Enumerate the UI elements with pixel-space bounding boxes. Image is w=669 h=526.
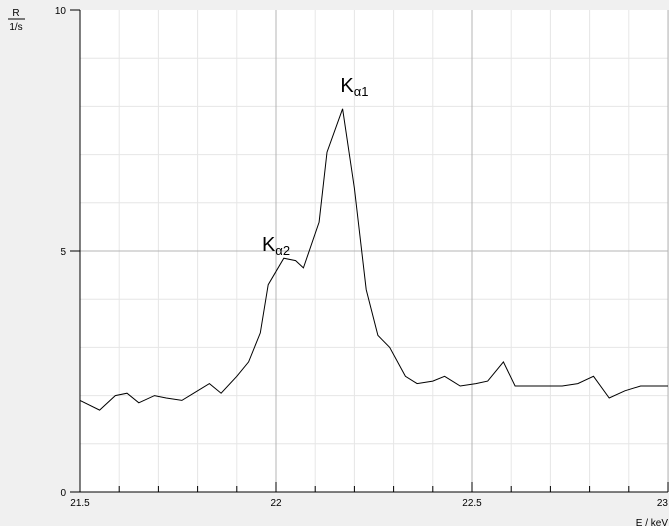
- x-tick-label: 23: [657, 498, 669, 509]
- x-axis-label: E / keV: [636, 518, 669, 526]
- ticks: [70, 9, 669, 493]
- annotation-subscript: α2: [275, 243, 290, 258]
- y-tick-label: 0: [60, 488, 66, 499]
- y-axis-unit: 1/s: [9, 22, 22, 33]
- major-grid: [80, 10, 669, 492]
- annotation-base: K: [262, 234, 276, 256]
- y-tick-label: 5: [60, 247, 66, 258]
- x-tick-label: 22: [270, 498, 282, 509]
- x-tick-label: 22.5: [462, 498, 482, 509]
- annotation-base: K: [340, 75, 354, 97]
- y-tick-label: 10: [55, 6, 67, 17]
- peak-annotation: Kα1: [340, 75, 368, 99]
- x-tick-label: 21.5: [70, 498, 90, 509]
- series-layer: [79, 108, 668, 411]
- tick-labels: 21.5 22 22.5 23 0 5 10: [55, 6, 669, 509]
- peak-annotation: Kα2: [262, 234, 290, 258]
- annotation-subscript: α1: [354, 84, 369, 99]
- y-axis-quantity: R: [12, 8, 19, 19]
- series-line: [79, 108, 668, 411]
